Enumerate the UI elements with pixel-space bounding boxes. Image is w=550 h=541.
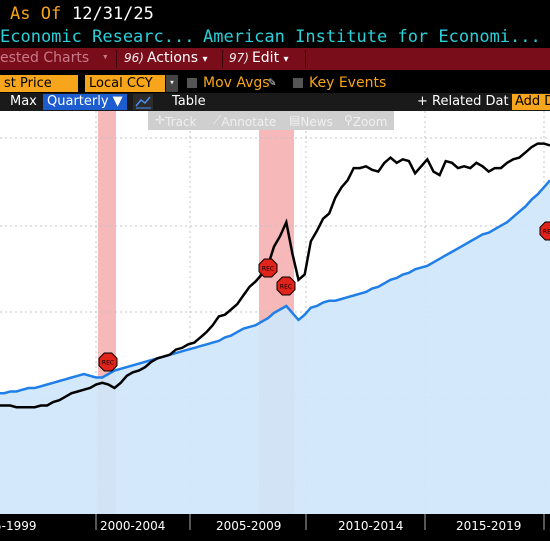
recession-marker-label: REC bbox=[280, 284, 292, 291]
suggested-dropdown-icon[interactable]: ▾ bbox=[102, 50, 109, 63]
line-chart-glyph bbox=[135, 96, 151, 109]
line-chart-icon[interactable] bbox=[133, 94, 153, 110]
currency-select[interactable]: Local CCY bbox=[85, 75, 165, 92]
mov-avgs-label[interactable]: Mov Avgs bbox=[203, 75, 270, 91]
recession-marker-label: REC bbox=[102, 360, 114, 367]
octagon-icon bbox=[276, 276, 296, 296]
chevron-down-icon: ▼ bbox=[112, 94, 123, 109]
recession-event-marker[interactable]: REC bbox=[258, 258, 278, 278]
recession-marker-label: REC bbox=[543, 229, 550, 236]
related-data-label: Related Dat bbox=[432, 94, 509, 109]
recession-event-marker[interactable]: REC bbox=[276, 276, 296, 296]
series-area-fill bbox=[0, 180, 550, 514]
period-value: Quarterly bbox=[47, 94, 109, 109]
currency-dropdown-icon[interactable]: ▾ bbox=[166, 75, 178, 92]
series-line-blue bbox=[0, 179, 550, 395]
security-name-right[interactable]: American Institute for Economi... bbox=[203, 27, 541, 47]
recession-event-marker[interactable]: REC bbox=[539, 221, 550, 241]
as-of-bar: As Of 12/31/25 bbox=[0, 0, 550, 26]
actions-label: Actions bbox=[146, 50, 199, 66]
table-view-button[interactable]: Table bbox=[172, 94, 206, 109]
x-axis-tick-label: 2015-2019 bbox=[456, 519, 521, 533]
period-select[interactable]: Quarterly ▼ bbox=[43, 94, 127, 110]
security-name-left[interactable]: Economic Researc... bbox=[0, 27, 195, 47]
edit-menu[interactable]: 97) Edit ▾ bbox=[229, 50, 289, 66]
octagon-icon bbox=[258, 258, 278, 278]
menu-divider bbox=[116, 50, 117, 68]
octagon-icon bbox=[98, 352, 118, 372]
security-title-bar: Economic Researc... American Institute f… bbox=[0, 26, 550, 48]
news-tool[interactable]: ▤ News bbox=[289, 113, 333, 129]
suggested-charts-menu[interactable]: ested Charts bbox=[0, 50, 90, 66]
recession-event-marker[interactable]: REC bbox=[98, 352, 118, 372]
range-max-button[interactable]: Max bbox=[10, 94, 37, 109]
x-axis-band bbox=[0, 514, 550, 541]
chevron-down-icon: ▾ bbox=[283, 54, 289, 65]
annotate-label: Annotate bbox=[221, 115, 277, 129]
series-line-black bbox=[0, 142, 550, 409]
recession-marker-label: REC bbox=[262, 266, 274, 273]
edit-label: Edit bbox=[251, 50, 280, 66]
x-axis-tick-label: 2000-2004 bbox=[100, 519, 165, 533]
chart-toolbar: Max Quarterly ▼ Table + Related Dat Add … bbox=[0, 93, 550, 111]
x-axis-tick-label: 2005-2009 bbox=[216, 519, 281, 533]
zoom-label: Zoom bbox=[352, 115, 388, 129]
track-label: Track bbox=[165, 115, 197, 129]
pencil-icon[interactable]: ✎ bbox=[268, 75, 276, 90]
menu-divider bbox=[305, 50, 306, 68]
octagon-icon bbox=[539, 221, 550, 241]
field-select[interactable]: st Price bbox=[0, 75, 78, 92]
track-tool[interactable]: ✛ Track bbox=[155, 113, 197, 129]
actions-menu[interactable]: 96) Actions ▾ bbox=[124, 50, 208, 66]
mov-avgs-checkbox[interactable] bbox=[187, 78, 197, 88]
as-of-label: As Of bbox=[10, 4, 62, 24]
chart-tools-toolbar: ✛ Track ⟋ Annotate ▤ News ⚲ Zoom bbox=[148, 111, 394, 130]
related-data-button[interactable]: + Related Dat bbox=[417, 94, 509, 109]
menu-bar: ested Charts ▾ 96) Actions ▾ 97) Edit ▾ bbox=[0, 48, 550, 70]
annotate-tool[interactable]: ⟋ Annotate bbox=[213, 113, 277, 129]
chevron-down-icon: ▾ bbox=[202, 54, 208, 65]
menu-divider bbox=[222, 50, 223, 68]
key-events-label[interactable]: Key Events bbox=[309, 75, 387, 91]
actions-number: 96) bbox=[124, 51, 144, 65]
edit-number: 97) bbox=[229, 51, 249, 65]
x-axis-tick-label: 5-1999 bbox=[0, 519, 37, 533]
zoom-tool[interactable]: ⚲ Zoom bbox=[344, 113, 388, 129]
price-chart[interactable]: REC REC REC REC 5-1999 2000-2004 2005-2009 201… bbox=[0, 111, 550, 541]
add-data-button[interactable]: Add D bbox=[512, 94, 550, 110]
plus-icon: + bbox=[417, 94, 433, 109]
as-of-date[interactable]: 12/31/25 bbox=[72, 4, 154, 24]
x-axis-tick-label: 2010-2014 bbox=[338, 519, 403, 533]
key-events-checkbox[interactable] bbox=[293, 78, 303, 88]
news-label: News bbox=[300, 115, 333, 129]
settings-bar: st Price Local CCY ▾ Mov Avgs ✎ Key Even… bbox=[0, 74, 550, 93]
